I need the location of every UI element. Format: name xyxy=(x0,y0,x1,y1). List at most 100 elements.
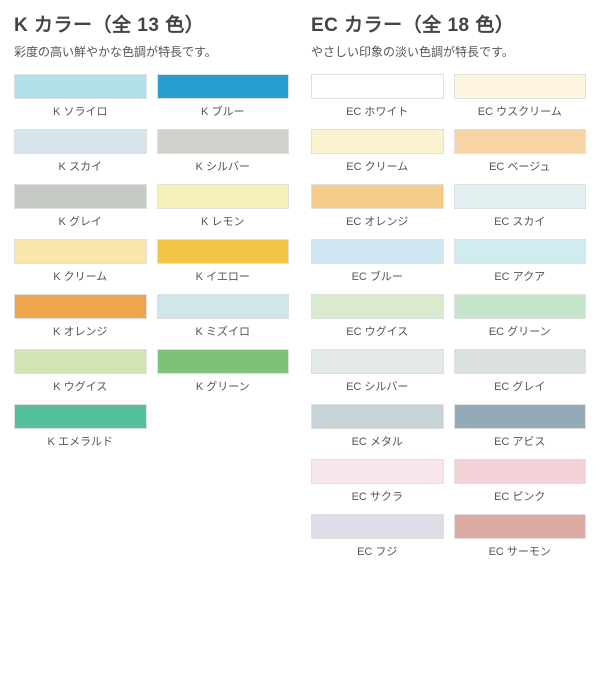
color-swatch xyxy=(311,349,444,374)
color-swatch xyxy=(311,294,444,319)
swatch-item: EC メタル xyxy=(311,404,444,453)
swatch-label: EC フジ xyxy=(357,543,397,559)
k-color-grid: K ソライロ K ブルー K スカイ K シルバー K グレイ K レモン K クリーム K … xyxy=(14,74,289,453)
color-swatch xyxy=(157,74,290,99)
swatch-item: K ソライロ xyxy=(14,74,147,123)
k-color-subtitle: 彩度の高い鮮やかな色調が特長です。 xyxy=(14,43,289,60)
color-swatch xyxy=(14,74,147,99)
color-swatch xyxy=(14,184,147,209)
swatch-label: EC スカイ xyxy=(494,213,545,229)
color-swatch xyxy=(311,459,444,484)
swatch-item: EC スカイ xyxy=(454,184,587,233)
swatch-label: EC ウグイス xyxy=(346,323,408,339)
swatch-item: K オレンジ xyxy=(14,294,147,343)
swatch-item: K エメラルド xyxy=(14,404,147,453)
swatch-item: EC アビス xyxy=(454,404,587,453)
color-swatch xyxy=(157,184,290,209)
swatch-item: K イエロー xyxy=(157,239,290,288)
color-swatch xyxy=(454,404,587,429)
color-swatch xyxy=(311,74,444,99)
swatch-item: K クリーム xyxy=(14,239,147,288)
swatch-label: K ミズイロ xyxy=(196,323,250,339)
color-swatch xyxy=(14,239,147,264)
color-swatch xyxy=(454,184,587,209)
swatch-label: K レモン xyxy=(201,213,244,229)
color-swatch xyxy=(454,74,587,99)
swatch-label: EC ウスクリーム xyxy=(478,103,562,119)
color-swatch xyxy=(14,404,147,429)
swatch-label: K シルバー xyxy=(196,158,250,174)
color-swatch xyxy=(311,514,444,539)
swatch-item: K ブルー xyxy=(157,74,290,123)
swatch-label: K ブルー xyxy=(201,103,244,119)
k-color-group: K カラー（全 13 色） 彩度の高い鮮やかな色調が特長です。 K ソライロK … xyxy=(14,10,289,667)
color-swatch xyxy=(311,404,444,429)
swatch-item: K ミズイロ xyxy=(157,294,290,343)
ec-color-group: EC カラー（全 18 色） やさしい印象の淡い色調が特長です。 EC ホワイト… xyxy=(311,10,586,667)
color-swatch xyxy=(311,184,444,209)
swatch-label: EC グリーン xyxy=(489,323,551,339)
color-swatch xyxy=(157,239,290,264)
swatch-item: EC グリーン xyxy=(454,294,587,343)
color-swatch xyxy=(454,239,587,264)
swatch-label: K イエロー xyxy=(196,268,250,284)
color-swatch xyxy=(454,349,587,374)
color-swatch xyxy=(454,294,587,319)
color-swatch xyxy=(14,129,147,154)
swatch-label: K ソライロ xyxy=(53,103,107,119)
swatch-item: EC ピンク xyxy=(454,459,587,508)
swatch-item: K ウグイス xyxy=(14,349,147,398)
swatch-item: EC ホワイト xyxy=(311,74,444,123)
swatch-label: EC クリーム xyxy=(346,158,408,174)
color-swatch xyxy=(311,239,444,264)
ec-color-grid: EC ホワイト EC ウスクリーム EC クリーム EC ベージュ EC オレンジ EC … xyxy=(311,74,586,563)
swatch-label: EC オレンジ xyxy=(346,213,408,229)
swatch-item: EC ウグイス xyxy=(311,294,444,343)
swatch-label: K エメラルド xyxy=(48,433,113,449)
color-swatch xyxy=(14,294,147,319)
ec-color-subtitle: やさしい印象の淡い色調が特長です。 xyxy=(311,43,586,60)
color-swatch xyxy=(454,129,587,154)
swatch-label: K グレイ xyxy=(59,213,102,229)
swatch-item: EC サクラ xyxy=(311,459,444,508)
swatch-label: K ウグイス xyxy=(53,378,107,394)
color-swatch xyxy=(311,129,444,154)
swatch-label: EC ピンク xyxy=(494,488,545,504)
swatch-label: K クリーム xyxy=(53,268,107,284)
swatch-item: EC グレイ xyxy=(454,349,587,398)
swatch-item: K グリーン xyxy=(157,349,290,398)
swatch-label: EC ホワイト xyxy=(346,103,408,119)
k-color-title: K カラー（全 13 色） xyxy=(14,10,289,37)
swatch-item: EC フジ xyxy=(311,514,444,563)
swatch-item: EC サーモン xyxy=(454,514,587,563)
swatch-label: EC グレイ xyxy=(494,378,545,394)
swatch-label: EC ブルー xyxy=(352,268,403,284)
swatch-item: K グレイ xyxy=(14,184,147,233)
swatch-label: EC サクラ xyxy=(352,488,403,504)
swatch-label: EC アクア xyxy=(494,268,545,284)
swatch-label: EC サーモン xyxy=(489,543,551,559)
swatch-item: EC シルバー xyxy=(311,349,444,398)
swatch-item: EC ブルー xyxy=(311,239,444,288)
swatch-label: K グリーン xyxy=(196,378,250,394)
color-swatch xyxy=(157,129,290,154)
color-swatch xyxy=(157,349,290,374)
swatch-label: EC メタル xyxy=(352,433,403,449)
swatch-item: K スカイ xyxy=(14,129,147,178)
swatch-label: K スカイ xyxy=(59,158,102,174)
swatch-item: K レモン xyxy=(157,184,290,233)
swatch-item: EC アクア xyxy=(454,239,587,288)
swatch-item: EC ウスクリーム xyxy=(454,74,587,123)
swatch-item: EC クリーム xyxy=(311,129,444,178)
swatch-label: EC ベージュ xyxy=(489,158,550,174)
swatch-item: EC オレンジ xyxy=(311,184,444,233)
color-swatch xyxy=(157,294,290,319)
swatch-item: EC ベージュ xyxy=(454,129,587,178)
swatch-label: EC シルバー xyxy=(346,378,408,394)
swatch-item: K シルバー xyxy=(157,129,290,178)
color-swatch xyxy=(14,349,147,374)
swatch-label: K オレンジ xyxy=(53,323,107,339)
ec-color-title: EC カラー（全 18 色） xyxy=(311,10,586,37)
color-swatch xyxy=(454,514,587,539)
color-swatch xyxy=(454,459,587,484)
